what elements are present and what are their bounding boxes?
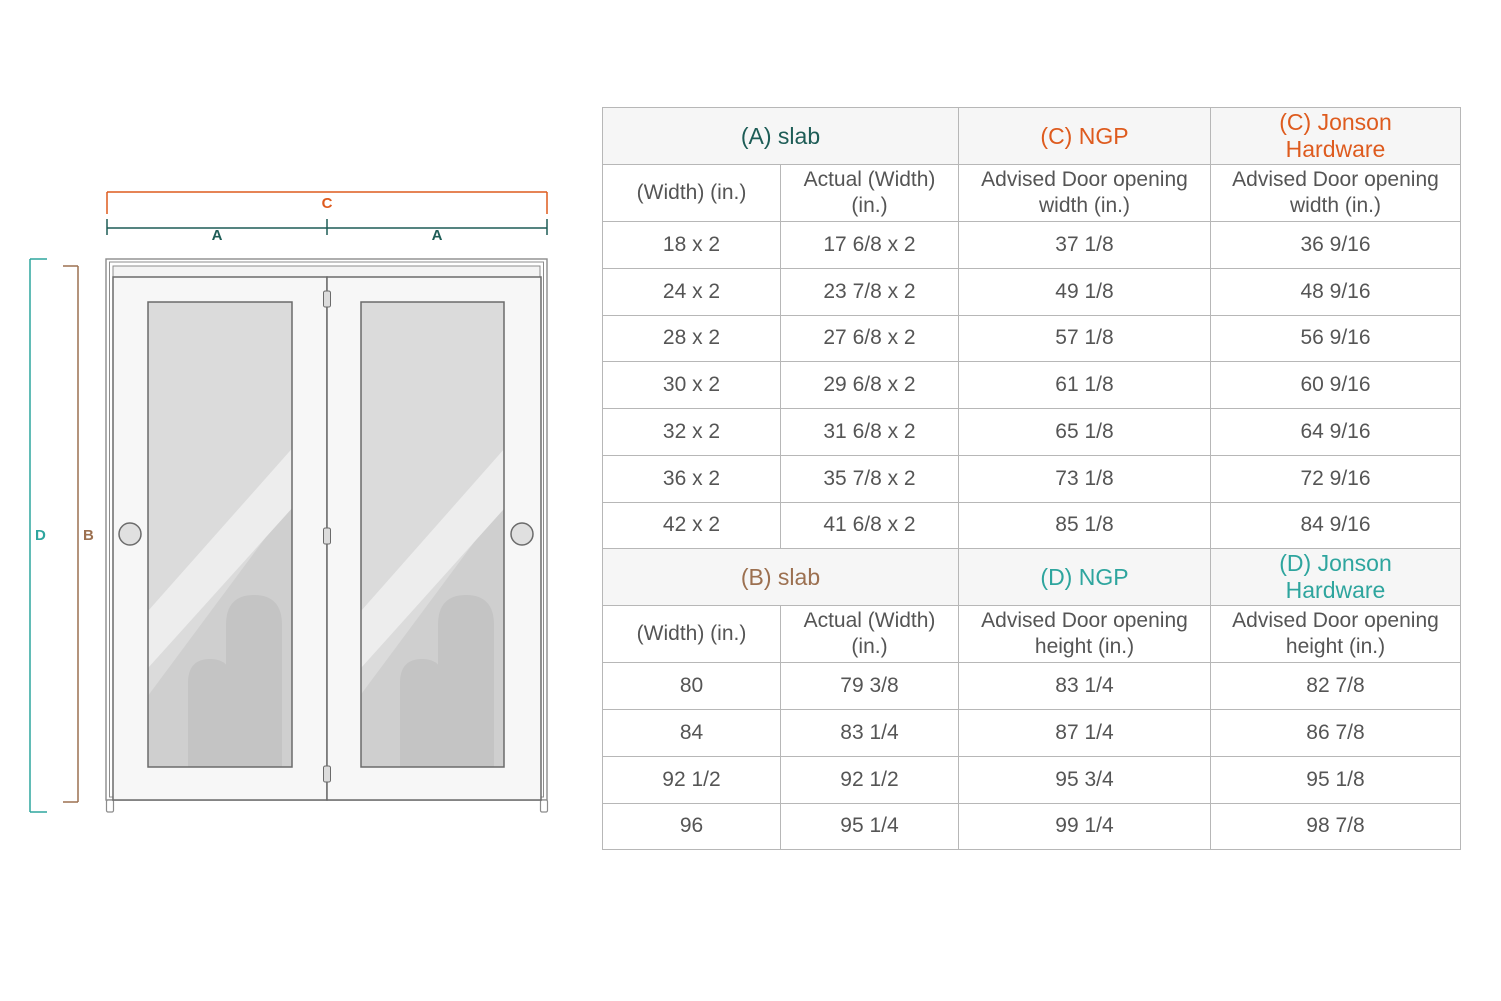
svg-text:D: D: [35, 527, 46, 544]
svg-text:A: A: [212, 227, 223, 244]
svg-text:C: C: [322, 195, 333, 212]
svg-text:A: A: [432, 227, 443, 244]
svg-text:B: B: [83, 527, 94, 544]
